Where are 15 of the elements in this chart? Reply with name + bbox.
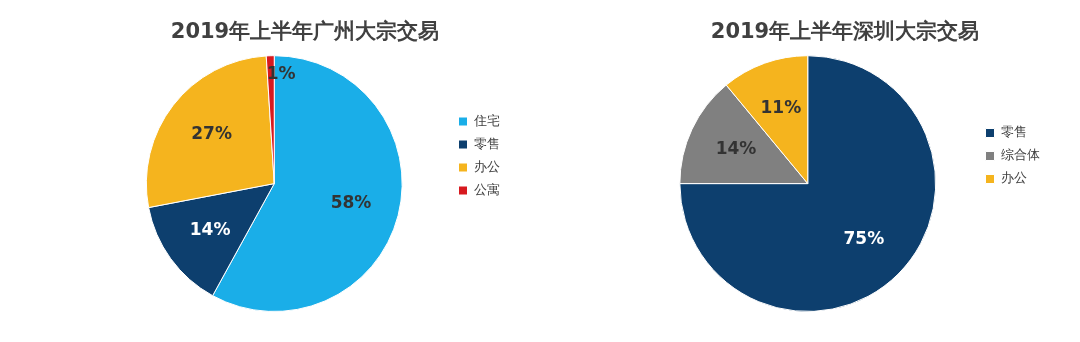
data-label: 27% xyxy=(191,123,232,144)
data-label: 75% xyxy=(843,228,885,249)
legend-label: 零售 xyxy=(1001,124,1027,140)
legend-label: 住宅 xyxy=(473,112,500,128)
chart-title: 2019年上半年广州大宗交易 xyxy=(170,19,440,44)
legend-label: 综合体 xyxy=(1001,147,1040,163)
data-label: 14% xyxy=(189,218,231,239)
legend-label: 办公 xyxy=(474,158,500,174)
legend-label: 公寓 xyxy=(474,181,500,197)
chart-title: 2019年上半年深圳大宗交易 xyxy=(710,19,980,44)
data-label: 11% xyxy=(760,97,802,118)
data-label: 14% xyxy=(715,138,757,159)
legend-label: 零售 xyxy=(474,135,500,151)
legend-label: 办公 xyxy=(1001,170,1027,186)
data-label: 58% xyxy=(330,191,372,212)
